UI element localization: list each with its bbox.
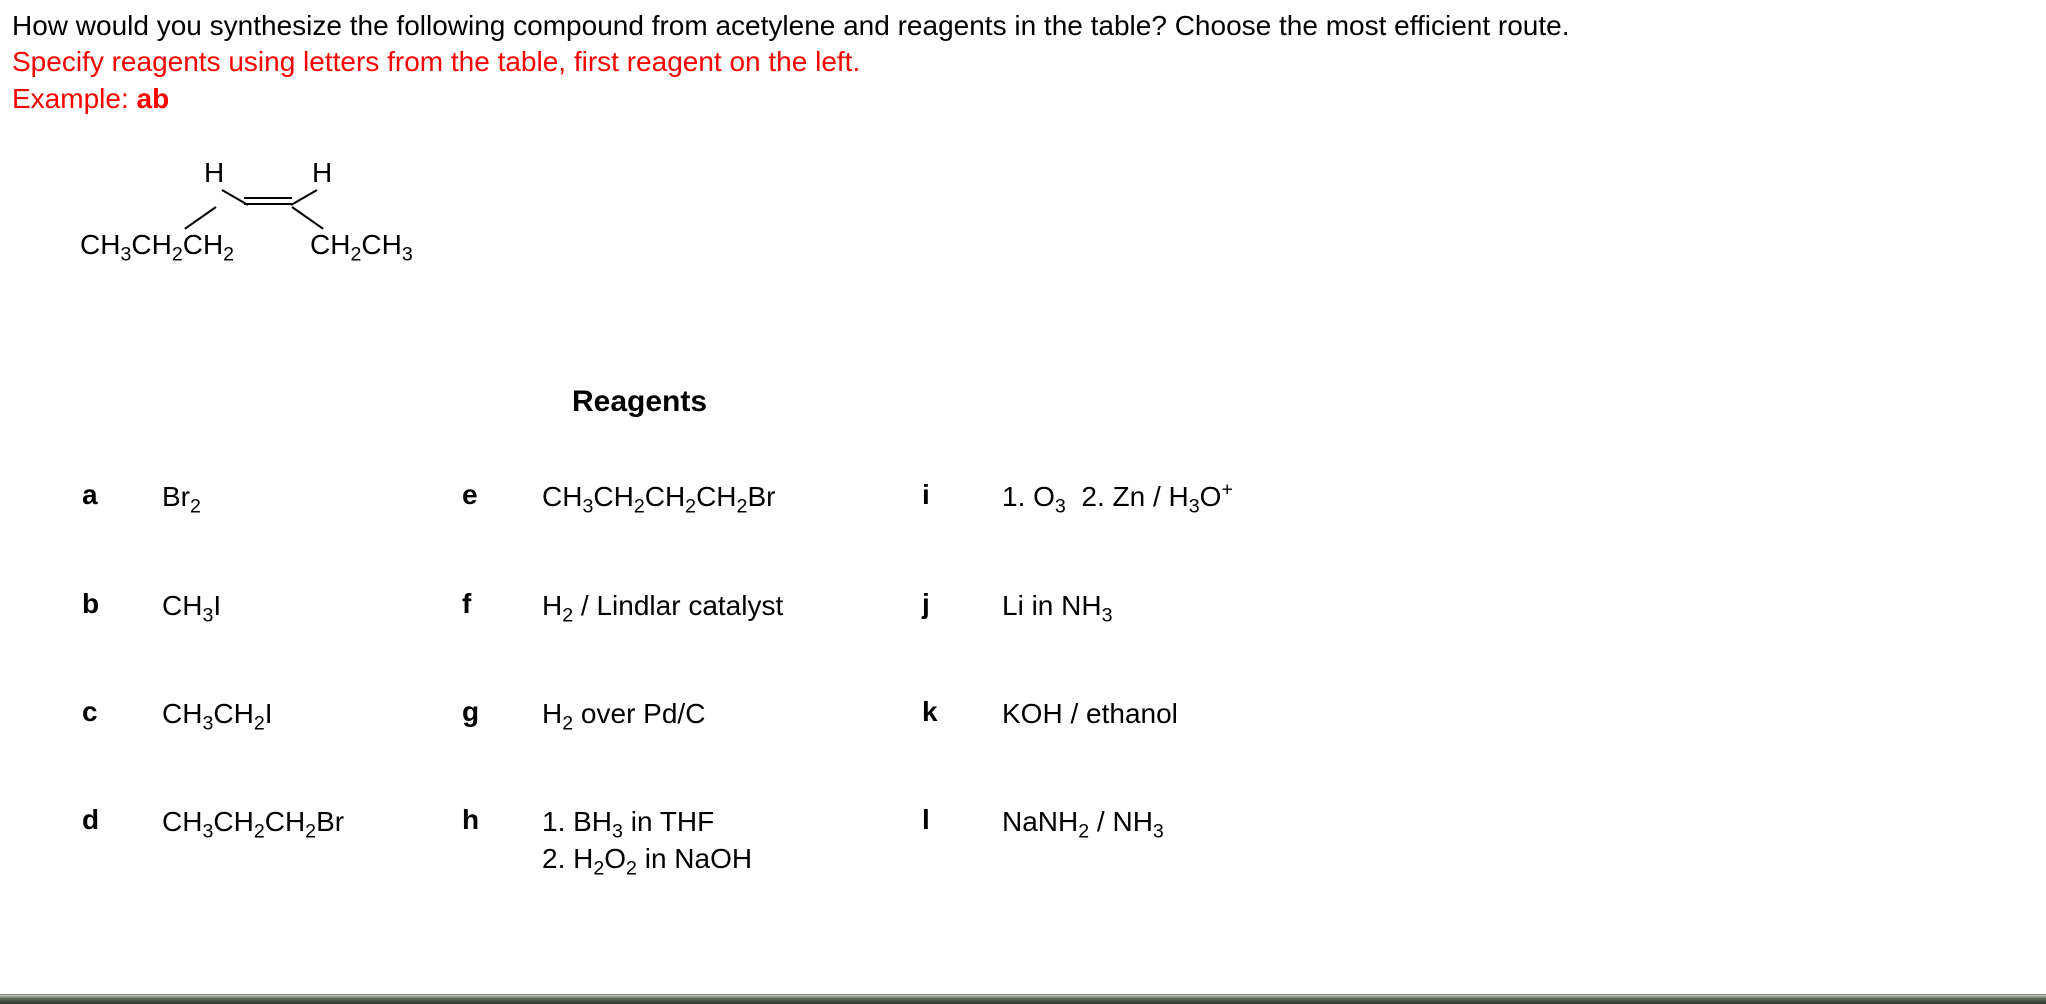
reagent-value-j: Li in NH3: [1002, 588, 1362, 624]
reagent-letter-h: h: [462, 804, 542, 836]
reagent-letter-l: l: [922, 804, 1002, 836]
reagent-letter-c: c: [82, 696, 162, 728]
double-bond: [244, 197, 292, 209]
reagent-letter-e: e: [462, 479, 542, 511]
gr-ch1: CH: [310, 229, 350, 260]
question-line-3: Example: ab: [12, 81, 2034, 117]
gl-ch3: CH: [183, 229, 223, 260]
reagent-value-f: H2 / Lindlar catalyst: [542, 588, 922, 624]
reagent-letter-g: g: [462, 696, 542, 728]
reagent-value-l: NaNH2 / NH3: [1002, 804, 1362, 840]
question-line-1: How would you synthesize the following c…: [12, 8, 2034, 44]
gl-s1: 3: [120, 244, 131, 266]
compound-group-left: CH3CH2CH2: [80, 229, 234, 261]
compound-h-left: H: [204, 157, 224, 189]
reagent-value-a: Br2: [162, 479, 462, 515]
gl-ch2: CH: [131, 229, 171, 260]
reagent-value-c: CH3CH2I: [162, 696, 462, 732]
bond-group-left: [184, 206, 216, 229]
reagent-letter-i: i: [922, 479, 1002, 511]
window-bottom-border: [0, 994, 2046, 1004]
bond-h-right: [291, 189, 318, 206]
reagent-value-b: CH3I: [162, 588, 462, 624]
gl-s2: 2: [172, 244, 183, 266]
reagents-table: aBr2eCH3CH2CH2CH2Bri1. O3 2. Zn / H3O+bC…: [82, 479, 2034, 877]
compound-h-right: H: [312, 157, 332, 189]
gr-ch2: CH: [361, 229, 401, 260]
reagents-heading: Reagents: [572, 385, 2034, 419]
gl-s3: 2: [223, 244, 234, 266]
gr-s2: 3: [402, 244, 413, 266]
reagent-value-k: KOH / ethanol: [1002, 696, 1362, 732]
reagent-value-i: 1. O3 2. Zn / H3O+: [1002, 479, 1362, 515]
reagent-letter-b: b: [82, 588, 162, 620]
compound-group-right: CH2CH3: [310, 229, 413, 261]
example-prefix: Example:: [12, 83, 137, 114]
example-bold: ab: [137, 83, 170, 114]
reagent-letter-k: k: [922, 696, 1002, 728]
target-compound-structure: H H CH3CH2CH2 CH2CH3: [102, 165, 502, 315]
bond-group-right: [291, 206, 323, 229]
gl-ch1: CH: [80, 229, 120, 260]
reagent-value-d: CH3CH2CH2Br: [162, 804, 462, 840]
reagent-letter-f: f: [462, 588, 542, 620]
reagent-value-h: 1. BH3 in THF2. H2O2 in NaOH: [542, 804, 922, 877]
reagent-letter-j: j: [922, 588, 1002, 620]
reagent-letter-a: a: [82, 479, 162, 511]
question-line-2: Specify reagents using letters from the …: [12, 44, 2034, 80]
reagent-value-e: CH3CH2CH2CH2Br: [542, 479, 922, 515]
reagent-letter-d: d: [82, 804, 162, 836]
reagent-value-g: H2 over Pd/C: [542, 696, 922, 732]
gr-s1: 2: [350, 244, 361, 266]
